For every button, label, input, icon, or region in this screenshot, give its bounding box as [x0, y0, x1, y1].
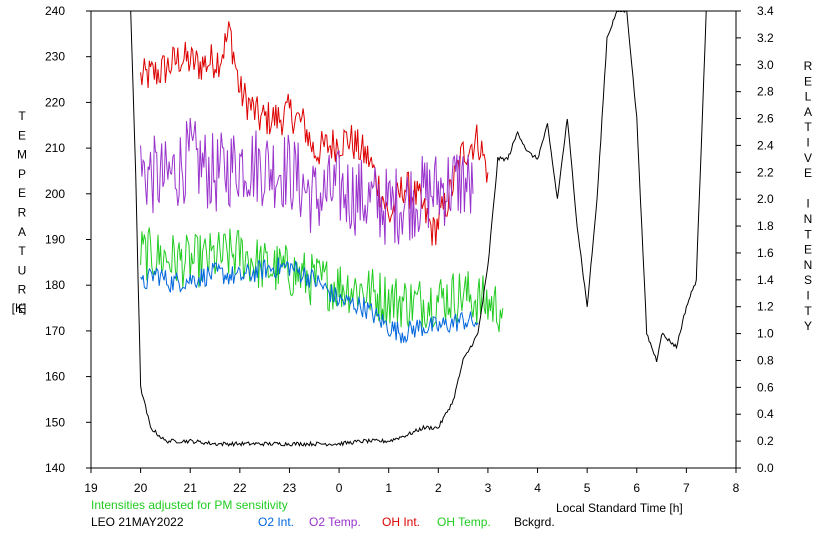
- left-axis-title-letter: U: [18, 263, 27, 277]
- left-axis-title-letter: P: [18, 167, 26, 181]
- left-axis-title-letter: E: [18, 128, 26, 142]
- right-axis-title-letter: I: [806, 136, 809, 150]
- right-axis-title-letter: V: [804, 151, 812, 165]
- left-tick-label: 180: [45, 278, 65, 292]
- x-tick-label: 7: [683, 481, 690, 495]
- left-tick-label: 170: [45, 324, 65, 338]
- left-axis-title-letter: T: [18, 109, 26, 123]
- x-axis-title: Local Standard Time [h]: [556, 501, 683, 515]
- right-axis-title-letter: Y: [804, 319, 812, 333]
- left-tick-label: 230: [45, 50, 65, 64]
- right-axis-title-letter: I: [806, 197, 809, 211]
- x-tick-label: 8: [733, 481, 740, 495]
- right-tick-label: 2.0: [757, 192, 774, 206]
- series-line-o2-int: [140, 257, 479, 344]
- legend-oh-temp: OH Temp.: [437, 515, 491, 529]
- series-line-oh-int: [140, 21, 489, 246]
- right-tick-label: 1.8: [757, 219, 774, 233]
- right-tick-label: 2.6: [757, 112, 774, 126]
- series-line-o2-temp: [140, 117, 474, 245]
- right-axis-title-letter: E: [804, 166, 812, 180]
- right-tick-label: 1.4: [757, 273, 774, 287]
- left-axis-title-letter: R: [18, 206, 27, 220]
- right-tick-label: 0.2: [757, 434, 774, 448]
- left-tick-label: 190: [45, 233, 65, 247]
- labels-layer: 1401501601701801902002102202302400.00.20…: [12, 4, 813, 495]
- right-axis-title-letter: L: [805, 90, 812, 104]
- x-tick-label: 6: [633, 481, 640, 495]
- right-tick-label: 2.8: [757, 85, 774, 99]
- legend-oh-int: OH Int.: [382, 515, 420, 529]
- x-tick-label: 20: [134, 481, 148, 495]
- x-tick-label: 22: [233, 481, 247, 495]
- right-tick-label: 3.0: [757, 58, 774, 72]
- x-tick-label: 4: [534, 481, 541, 495]
- x-tick-label: 21: [184, 481, 198, 495]
- right-tick-label: 2.4: [757, 138, 774, 152]
- right-axis-title-letter: T: [804, 120, 812, 134]
- right-tick-label: 0.0: [757, 461, 774, 475]
- left-tick-label: 200: [45, 187, 65, 201]
- axes-layer: [86, 10, 741, 473]
- right-tick-label: 1.2: [757, 300, 774, 314]
- x-tick-label: 19: [84, 481, 98, 495]
- x-tick-label: 5: [584, 481, 591, 495]
- x-tick-label: 1: [385, 481, 392, 495]
- right-tick-label: 1.6: [757, 246, 774, 260]
- x-tick-label: 2: [435, 481, 442, 495]
- right-tick-label: 3.4: [757, 4, 774, 18]
- left-tick-label: 160: [45, 370, 65, 384]
- x-tick-label: 23: [283, 481, 297, 495]
- right-tick-label: 2.2: [757, 165, 774, 179]
- right-tick-label: 1.0: [757, 327, 774, 341]
- right-axis-title-letter: N: [804, 258, 813, 272]
- right-axis-title-letter: E: [804, 74, 812, 88]
- right-axis-title-letter: S: [804, 273, 812, 287]
- x-tick-label: 0: [336, 481, 343, 495]
- right-axis-title-letter: T: [804, 304, 812, 318]
- right-tick-label: 0.4: [757, 407, 774, 421]
- left-tick-label: 240: [45, 4, 65, 18]
- left-axis-title-letter: T: [18, 244, 26, 258]
- left-tick-label: 220: [45, 95, 65, 109]
- right-tick-label: 0.6: [757, 380, 774, 394]
- left-axis-title-letter: M: [17, 148, 27, 162]
- legend-o2-int: O2 Int.: [258, 515, 294, 529]
- pm-note: Intensities adjusted for PM sensitivity: [91, 498, 288, 512]
- right-tick-label: 0.8: [757, 353, 774, 367]
- left-axis-title-letter: A: [18, 225, 26, 239]
- legend-bckgrd: Bckgrd.: [514, 515, 555, 529]
- right-axis-title-letter: R: [804, 59, 813, 73]
- right-axis-title-letter: A: [804, 105, 812, 119]
- right-axis-title-letter: I: [806, 289, 809, 303]
- left-axis-title-letter: E: [18, 186, 26, 200]
- left-axis-title-letter: R: [18, 283, 27, 297]
- series-line-bckgrd: [130, 10, 707, 448]
- x-tick-label: 3: [485, 481, 492, 495]
- series-layer: [130, 10, 707, 448]
- series-line-oh-temp: [140, 227, 504, 333]
- right-axis-title-letter: E: [804, 243, 812, 257]
- left-tick-label: 210: [45, 141, 65, 155]
- left-axis-unit: [K]: [12, 301, 27, 315]
- right-axis-title-letter: N: [804, 212, 813, 226]
- right-tick-label: 3.2: [757, 31, 774, 45]
- right-axis-title-letter: T: [804, 227, 812, 241]
- legend-o2-temp: O2 Temp.: [309, 515, 361, 529]
- left-axis-title-letter: E: [18, 302, 26, 316]
- left-tick-label: 150: [45, 415, 65, 429]
- left-tick-label: 140: [45, 461, 65, 475]
- station-label: LEO 21MAY2022: [91, 515, 184, 529]
